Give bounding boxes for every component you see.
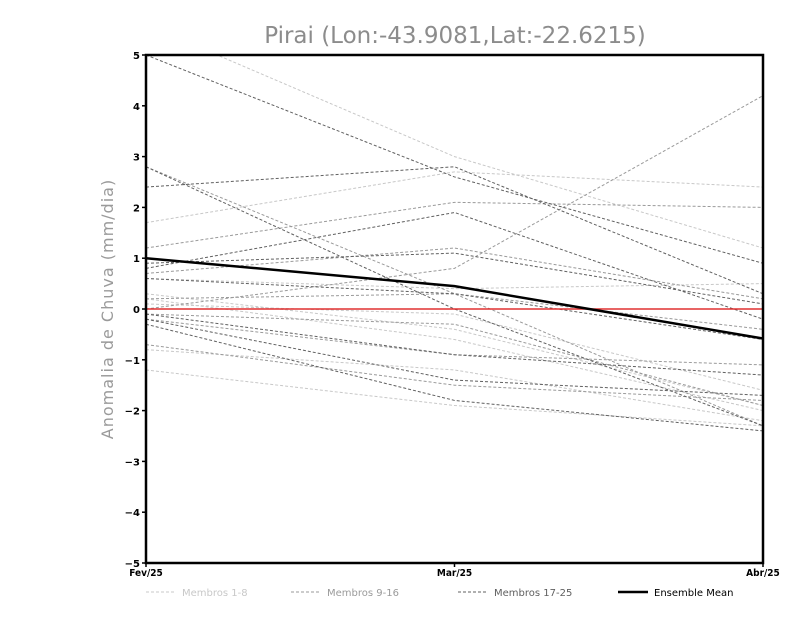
ensemble-mean-line [146, 256, 763, 340]
y-tick-label: 1 [133, 254, 140, 265]
ensemble-mean-layer [146, 256, 763, 340]
member-series-line-2 [146, 171, 763, 224]
series-layer [146, 55, 763, 432]
member-series-line-20 [146, 211, 763, 320]
member-series-line-13 [146, 95, 763, 310]
member-series-line-15 [146, 293, 763, 330]
member-series-line-17 [146, 55, 763, 264]
legend: Membros 1-8 Membros 9-16 Membros 17-25 Ense… [146, 588, 733, 599]
y-tick-label: 0 [133, 305, 140, 316]
legend-label: Membros 1-8 [182, 588, 248, 599]
member-series-line-6 [146, 369, 763, 427]
member-series-line-8 [146, 298, 763, 412]
member-series-line-16 [146, 166, 763, 427]
y-tick-label: −3 [125, 457, 140, 468]
y-tick-label: 4 [133, 102, 140, 113]
member-series-line-1 [215, 55, 763, 249]
x-axis-ticks: Fev/25 Mar/25 Abr/25 [129, 563, 780, 579]
member-series-line-24 [146, 323, 763, 432]
y-tick-label: −5 [125, 559, 140, 570]
member-series-line-25 [146, 278, 763, 340]
member-series-line-4 [146, 303, 763, 391]
legend-label: Ensemble Mean [654, 588, 733, 599]
member-series-line-22 [146, 313, 763, 376]
x-tick-label: Abr/25 [746, 568, 780, 579]
member-series-line-10 [146, 247, 763, 300]
member-series-line-5 [146, 349, 763, 422]
member-series-line-11 [146, 344, 763, 401]
legend-label: Membros 17-25 [494, 588, 572, 599]
y-tick-label: −1 [125, 356, 140, 367]
y-tick-label: 2 [133, 203, 140, 214]
member-series-line-18 [146, 166, 763, 295]
y-tick-label: 5 [133, 51, 140, 62]
member-series-line-3 [146, 293, 763, 407]
chart-title: Pirai (Lon:-43.9081,Lat:-22.6215) [264, 23, 646, 49]
legend-label: Membros 9-16 [327, 588, 399, 599]
member-series-line-9 [146, 201, 763, 249]
member-series-line-12 [146, 313, 763, 407]
y-axis-label: Anomalia de Chuva (mm/dia) [98, 179, 117, 439]
x-tick-label: Mar/25 [437, 568, 472, 579]
member-series-line-23 [146, 318, 763, 396]
member-series-line-7 [146, 278, 763, 290]
y-tick-label: −2 [125, 407, 140, 418]
x-tick-label: Fev/25 [129, 568, 163, 579]
y-tick-label: 3 [133, 153, 140, 164]
member-series-line-21 [146, 252, 763, 305]
y-tick-label: −4 [125, 508, 140, 519]
y-axis-ticks: 5 4 3 2 1 0 −1 −2 −3 −4 −5 [125, 51, 146, 570]
